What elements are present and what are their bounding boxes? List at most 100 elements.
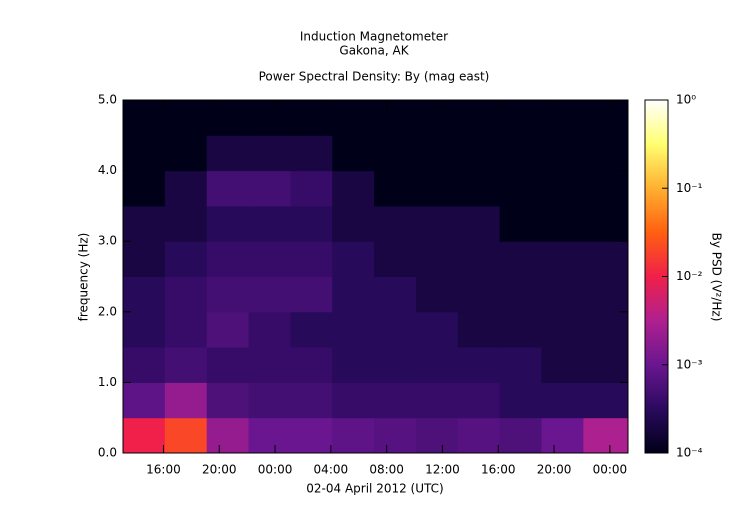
psd-cell: [164, 205, 208, 242]
psd-cell: [290, 100, 333, 136]
psd-cell: [332, 417, 375, 454]
plot-title: Power Spectral Density: By (mag east): [259, 70, 490, 84]
psd-cell: [206, 347, 250, 383]
psd-cell: [374, 417, 417, 454]
psd-cell: [332, 241, 375, 277]
psd-cell: [374, 170, 417, 207]
psd-cell: [123, 241, 166, 277]
psd-cell: [583, 241, 629, 277]
psd-cell: [457, 100, 501, 136]
psd-cell: [415, 241, 459, 277]
psd-cell: [164, 241, 208, 277]
psd-cell: [123, 205, 166, 242]
x-tick-label: 00:00: [258, 463, 293, 477]
psd-cell: [248, 170, 291, 207]
psd-cell: [541, 347, 584, 383]
psd-cell: [415, 347, 459, 383]
psd-cell: [248, 417, 291, 454]
psd-cell: [499, 205, 543, 242]
psd-cell: [206, 382, 250, 419]
psd-cell: [499, 311, 543, 348]
chart-subtitle: Gakona, AK: [339, 44, 409, 58]
psd-cell: [583, 100, 629, 136]
y-tick-label: 2.0: [98, 304, 117, 318]
psd-cell: [499, 382, 543, 419]
psd-cell: [541, 205, 584, 242]
psd-cell: [415, 100, 459, 136]
psd-cell: [583, 276, 629, 313]
psd-cell: [415, 417, 459, 454]
psd-cell: [499, 100, 543, 136]
psd-cell: [206, 276, 250, 313]
psd-cell: [541, 417, 584, 454]
psd-cell: [248, 205, 291, 242]
psd-cell: [164, 135, 208, 172]
psd-cell: [374, 205, 417, 242]
psd-cell: [206, 100, 250, 136]
psd-cell: [457, 382, 501, 419]
psd-cell: [541, 311, 584, 348]
psd-cell: [206, 170, 250, 207]
psd-cell: [541, 170, 584, 207]
psd-cell: [374, 135, 417, 172]
psd-cell: [499, 241, 543, 277]
psd-cell: [583, 417, 629, 454]
psd-cell: [583, 347, 629, 383]
psd-cell: [541, 135, 584, 172]
psd-cell: [541, 276, 584, 313]
x-tick-label: 16:00: [481, 463, 516, 477]
psd-cell: [457, 417, 501, 454]
psd-cell: [290, 170, 333, 207]
psd-cell: [499, 276, 543, 313]
psd-cell: [332, 382, 375, 419]
psd-cell: [206, 205, 250, 242]
colorbar-label: By PSD (V²/Hz): [710, 233, 724, 322]
psd-cell: [415, 382, 459, 419]
x-tick-label: 20:00: [202, 463, 237, 477]
y-axis-label: frequency (Hz): [77, 233, 91, 322]
psd-cell: [164, 382, 208, 419]
psd-cell: [123, 382, 166, 419]
psd-cell: [332, 205, 375, 242]
psd-cell: [123, 135, 166, 172]
psd-cell: [457, 241, 501, 277]
psd-cell: [123, 417, 166, 454]
colorbar-tick-label: 10⁻²: [676, 269, 703, 283]
colorbar-tick-label: 10⁻⁴: [676, 446, 703, 460]
x-tick-label: 08:00: [369, 463, 404, 477]
chart-title: Induction Magnetometer: [300, 30, 448, 44]
psd-cell: [457, 170, 501, 207]
psd-cell: [415, 170, 459, 207]
y-tick-label: 5.0: [98, 93, 117, 107]
psd-cell: [290, 311, 333, 348]
colorbar-tick-label: 10⁻¹: [676, 181, 703, 195]
y-tick-label: 4.0: [98, 163, 117, 177]
psd-cell: [123, 100, 166, 136]
psd-cell: [374, 100, 417, 136]
psd-cell: [457, 205, 501, 242]
psd-cell: [164, 311, 208, 348]
psd-cell: [499, 135, 543, 172]
colorbar-tick-label: 10⁻³: [676, 357, 703, 371]
psd-cell: [123, 276, 166, 313]
psd-cell: [415, 311, 459, 348]
psd-cell: [415, 276, 459, 313]
y-tick-label: 0.0: [98, 446, 117, 460]
psd-cell: [290, 276, 333, 313]
psd-cell: [164, 100, 208, 136]
psd-cell: [374, 382, 417, 419]
psd-cell: [583, 382, 629, 419]
psd-cell: [164, 276, 208, 313]
psd-cell: [206, 417, 250, 454]
psd-cell: [206, 311, 250, 348]
psd-cell: [164, 170, 208, 207]
x-tick-label: 20:00: [537, 463, 572, 477]
psd-cell: [248, 311, 291, 348]
psd-cell: [248, 347, 291, 383]
psd-cell: [583, 205, 629, 242]
psd-cell: [374, 276, 417, 313]
psd-cell: [123, 170, 166, 207]
psd-cell: [499, 347, 543, 383]
x-tick-label: 00:00: [593, 463, 628, 477]
